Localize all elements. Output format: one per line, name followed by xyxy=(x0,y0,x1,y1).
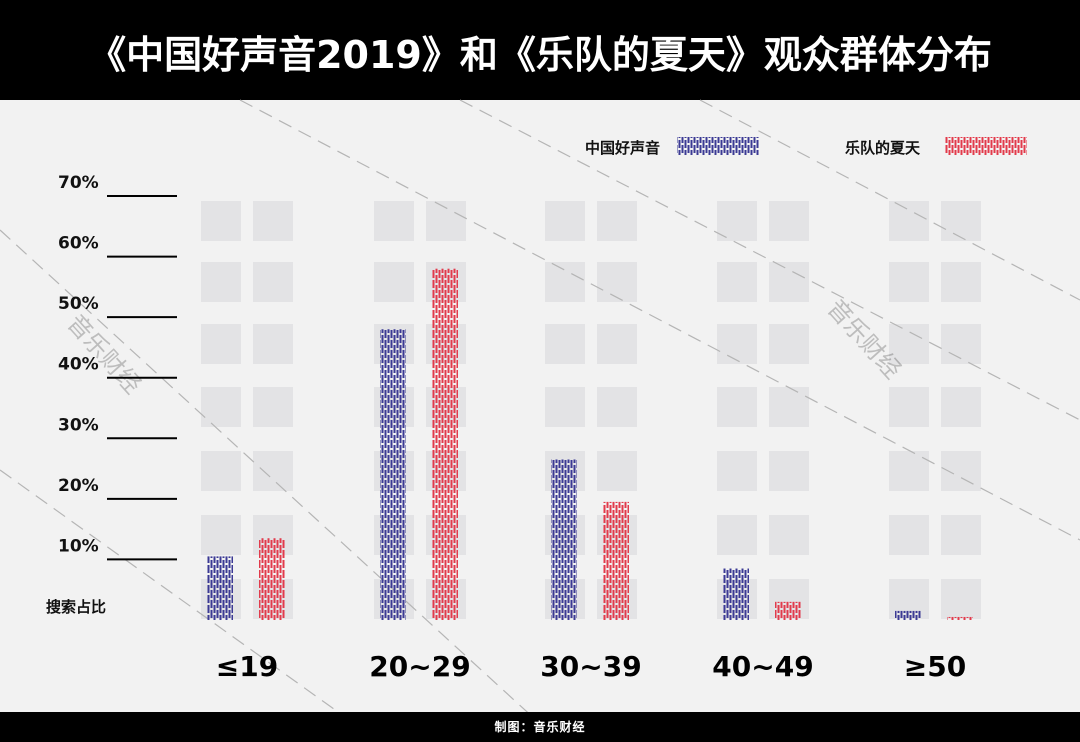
background-tile xyxy=(769,387,809,427)
bars xyxy=(207,268,973,620)
background-tile xyxy=(545,262,585,302)
background-tile xyxy=(717,324,757,364)
background-tile xyxy=(597,324,637,364)
background-tile xyxy=(717,201,757,241)
background-tile xyxy=(889,201,929,241)
bar-band xyxy=(775,601,801,620)
y-tick-label: 20% xyxy=(58,476,99,496)
bar-voice xyxy=(551,459,577,620)
background-tile xyxy=(941,324,981,364)
background-tile xyxy=(374,201,414,241)
background-tile xyxy=(597,451,637,491)
dashed-line xyxy=(459,99,1080,421)
background-tile xyxy=(201,515,241,555)
bar-voice xyxy=(380,329,406,620)
background-tile xyxy=(941,262,981,302)
background-tile xyxy=(717,387,757,427)
y-axis-label: 搜索占比 xyxy=(46,598,106,616)
title-bar: 《中国好声音2019》和《乐队的夏天》观众群体分布 xyxy=(0,0,1080,100)
background-tile xyxy=(889,262,929,302)
y-tick-label: 70% xyxy=(58,173,99,193)
x-category-label: 20~29 xyxy=(369,650,470,683)
dashed-line xyxy=(699,99,1080,301)
background-tile xyxy=(889,324,929,364)
background-tile xyxy=(889,387,929,427)
bar-band xyxy=(432,268,458,620)
bar-band xyxy=(947,616,973,620)
background-tile xyxy=(597,387,637,427)
y-tick-label: 60% xyxy=(58,234,99,254)
y-tick-label: 40% xyxy=(58,355,99,375)
background-tile xyxy=(941,579,981,619)
legend-swatch xyxy=(677,137,759,155)
bar-voice xyxy=(895,610,921,620)
legend-swatch xyxy=(945,137,1027,155)
legend-label: 乐队的夏天 xyxy=(845,139,921,157)
background-tile xyxy=(545,324,585,364)
background-tile xyxy=(253,201,293,241)
background-tile xyxy=(374,262,414,302)
y-tick-label: 50% xyxy=(58,294,99,314)
dashed-line xyxy=(0,229,561,742)
legend: 中国好声音 乐队的夏天 xyxy=(585,137,1027,157)
x-category-label: 30~39 xyxy=(540,650,641,683)
footer-credit: 制图：音乐财经 xyxy=(494,720,586,734)
legend-label: 中国好声音 xyxy=(585,139,660,157)
background-tile xyxy=(253,262,293,302)
background-tile xyxy=(253,387,293,427)
background-tile xyxy=(597,201,637,241)
footer-bar: 制图：音乐财经 xyxy=(0,712,1080,742)
background-tile xyxy=(769,515,809,555)
bar-voice xyxy=(723,568,749,620)
x-axis: ≤19 20~29 30~39 40~49 ≥50 xyxy=(216,650,966,683)
background-tile xyxy=(426,201,466,241)
bar-band xyxy=(259,538,285,620)
background-tile xyxy=(201,201,241,241)
y-tick-label: 30% xyxy=(58,415,99,435)
background-tile xyxy=(941,387,981,427)
background-tile xyxy=(545,387,585,427)
background-tile xyxy=(201,451,241,491)
background-tile xyxy=(769,324,809,364)
dashed-line xyxy=(239,99,1080,541)
background-tile xyxy=(201,262,241,302)
background-tile xyxy=(545,201,585,241)
background-tile xyxy=(597,262,637,302)
background-tile xyxy=(253,451,293,491)
x-category-label: ≥50 xyxy=(904,650,966,683)
background-tile xyxy=(889,515,929,555)
background-tile xyxy=(201,387,241,427)
background-tile xyxy=(769,451,809,491)
x-category-label: ≤19 xyxy=(216,650,278,683)
background-grid-tiles xyxy=(201,201,981,619)
dashed-line xyxy=(0,469,381,742)
y-axis: 10% 20% 30% 40% 50% 60% 70% 搜索占比 xyxy=(46,173,177,616)
bar-voice xyxy=(207,556,233,620)
background-tile xyxy=(253,324,293,364)
x-category-label: 40~49 xyxy=(712,650,813,683)
bar-band xyxy=(603,501,629,620)
background-tile xyxy=(889,451,929,491)
chart-title: 《中国好声音2019》和《乐队的夏天》观众群体分布 xyxy=(88,33,992,77)
background-tile xyxy=(769,262,809,302)
background-tile xyxy=(201,324,241,364)
background-tile xyxy=(941,515,981,555)
background-tile xyxy=(717,262,757,302)
background-tile xyxy=(717,451,757,491)
decorative-dashed-lines xyxy=(0,99,1080,742)
background-tile xyxy=(769,201,809,241)
background-tile xyxy=(717,515,757,555)
background-tile xyxy=(941,201,981,241)
y-tick-label: 10% xyxy=(58,536,99,556)
